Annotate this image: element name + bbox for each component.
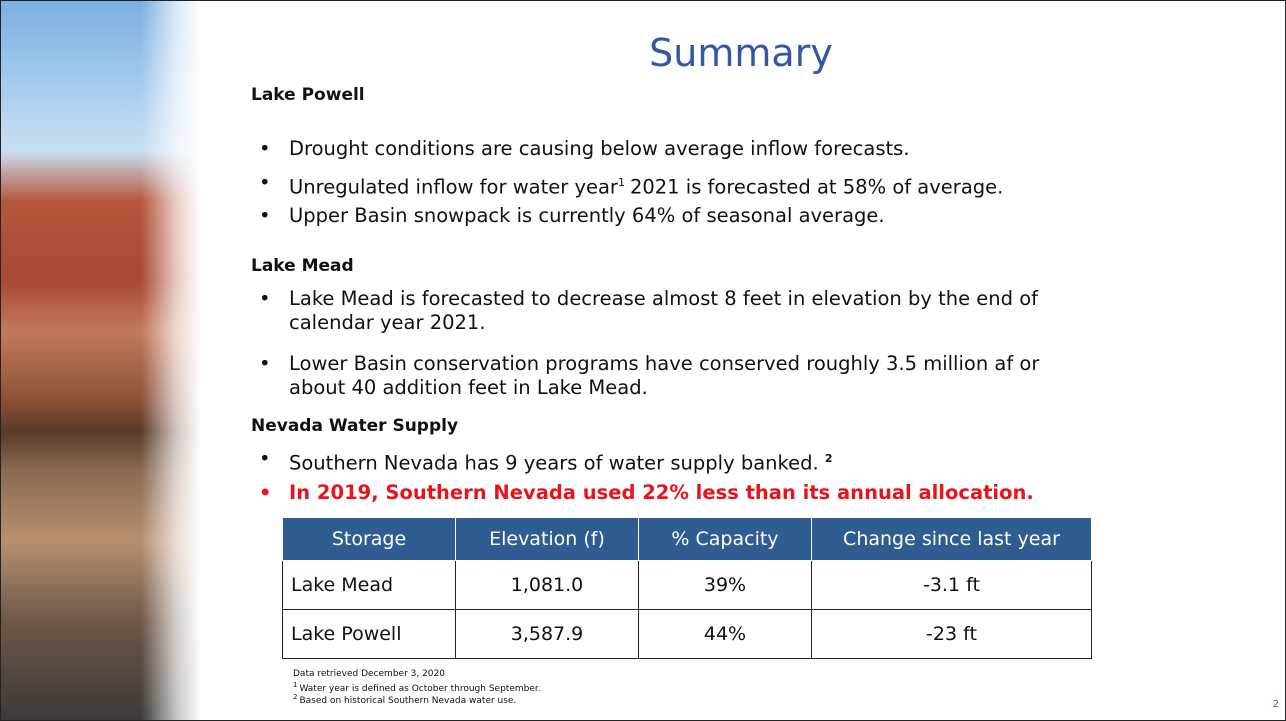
footnote-mark: 1 <box>293 681 297 689</box>
text: Based on historical Southern Nevada wate… <box>299 696 516 706</box>
text: In 2019, Southern Nevada used 22% less t… <box>289 481 1034 504</box>
bullet: Lake Mead is forecasted to decrease almo… <box>289 287 1089 335</box>
text: Unregulated inflow for water year <box>289 176 618 199</box>
text: 2021 is forecasted at 58% of average. <box>630 176 1003 199</box>
footnote-ref: 2 <box>825 452 833 465</box>
title: Summary <box>1 31 1286 75</box>
header-cell: Elevation (f) <box>456 518 639 561</box>
footnote-mark: 2 <box>293 693 297 701</box>
text: Upper Basin snowpack is currently 64% of… <box>289 204 885 227</box>
text: Data retrieved December 3, 2020 <box>293 669 445 679</box>
cell: -3.1 ft <box>812 561 1092 610</box>
text: Southern Nevada has 9 years of water sup… <box>289 452 819 475</box>
section-heading: Nevada Water Supply <box>251 416 458 436</box>
note: Data retrieved December 3, 2020 <box>293 669 445 679</box>
bullet: Lower Basin conservation programs have c… <box>289 352 1089 400</box>
bullet: Drought conditions are causing below ave… <box>289 137 1089 161</box>
page-number: 2 <box>1273 699 1279 710</box>
canyon-photo <box>1 1 201 720</box>
text: Drought conditions are causing below ave… <box>289 137 910 160</box>
row: Lake Powell 3,587.9 44% -23 ft <box>283 610 1092 659</box>
bullet: Southern Nevada has 9 years of water sup… <box>289 447 1089 476</box>
bullet: Unregulated inflow for water year1 2021 i… <box>289 171 1089 200</box>
text: Lake Mead is forecasted to decrease almo… <box>289 287 1038 334</box>
header-row: Storage Elevation (f) % Capacity Change … <box>283 518 1092 561</box>
header-cell: Change since last year <box>812 518 1092 561</box>
cell: 1,081.0 <box>456 561 639 610</box>
bullet: Upper Basin snowpack is currently 64% of… <box>289 204 1089 228</box>
cell: 3,587.9 <box>456 610 639 659</box>
cell: 39% <box>639 561 812 610</box>
header-cell: Storage <box>283 518 456 561</box>
section-heading: Lake Powell <box>251 85 365 105</box>
cell: -23 ft <box>812 610 1092 659</box>
slide: Summary Lake Powell Drought conditions a… <box>0 0 1286 721</box>
header-cell: % Capacity <box>639 518 812 561</box>
cell: Lake Mead <box>283 561 456 610</box>
row: Lake Mead 1,081.0 39% -3.1 ft <box>283 561 1092 610</box>
section-heading: Lake Mead <box>251 256 354 276</box>
cell: Lake Powell <box>283 610 456 659</box>
footnote-ref: 1 <box>618 176 625 189</box>
bullet-highlight: In 2019, Southern Nevada used 22% less t… <box>289 481 1089 505</box>
storage-table: Storage Elevation (f) % Capacity Change … <box>282 517 1092 659</box>
text: Lower Basin conservation programs have c… <box>289 352 1039 399</box>
cell: 44% <box>639 610 812 659</box>
